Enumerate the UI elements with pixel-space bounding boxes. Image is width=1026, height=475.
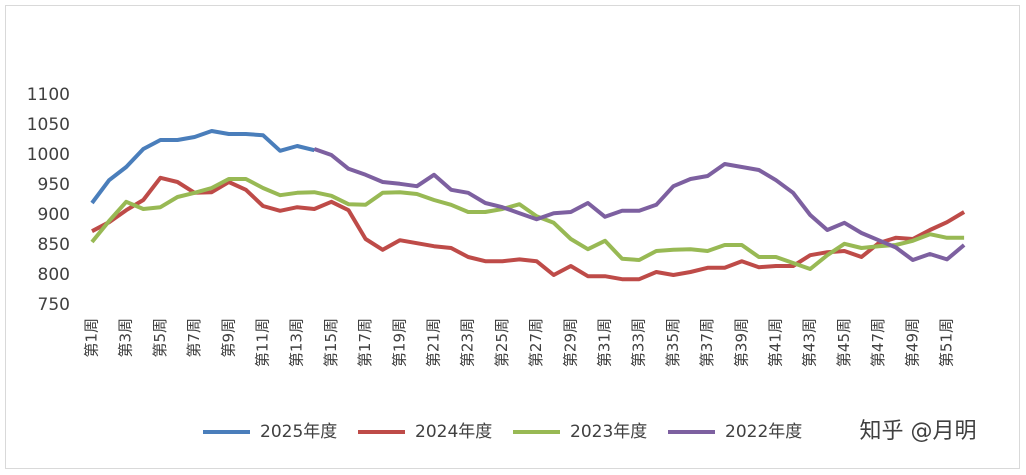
x-tick-label: 第47周	[869, 318, 887, 367]
x-tick-label: 第1周	[83, 318, 101, 358]
x-tick-label: 第25周	[493, 318, 511, 367]
x-tick-label: 第15周	[322, 318, 340, 367]
x-tick-label: 第41周	[767, 318, 785, 367]
y-tick-label: 1100	[27, 85, 70, 105]
x-tick-label: 第29周	[561, 318, 579, 367]
x-tick-label: 第37周	[698, 318, 716, 367]
legend-label: 2023年度	[570, 422, 647, 442]
x-tick-label: 第35周	[664, 318, 682, 367]
series-line	[90, 129, 315, 205]
legend-label: 2024年度	[415, 422, 492, 442]
x-tick-label: 第17周	[356, 318, 374, 367]
watermark: 知乎 @月明	[860, 419, 977, 444]
series-line	[91, 175, 966, 282]
x-tick-label: 第9周	[219, 318, 237, 358]
x-tick-label: 第11周	[254, 318, 272, 367]
x-tick-label: 第43周	[801, 318, 819, 367]
x-tick-label: 第33周	[630, 318, 648, 367]
y-tick-label: 800	[38, 265, 70, 285]
y-tick-label: 1050	[27, 115, 70, 135]
x-tick-label: 第21周	[425, 318, 443, 367]
x-tick-label: 第7周	[185, 318, 203, 358]
y-tick-label: 950	[38, 175, 70, 195]
x-tick-label: 第19周	[390, 318, 408, 367]
legend-label: 2022年度	[725, 422, 802, 442]
y-tick-label: 1000	[27, 145, 70, 165]
x-tick-label: 第39周	[732, 318, 750, 367]
y-tick-label: 750	[38, 295, 70, 315]
legend-label: 2025年度	[260, 422, 337, 442]
x-tick-label: 第49周	[903, 318, 921, 367]
x-tick-label: 第27周	[527, 318, 545, 367]
series-line	[313, 147, 966, 262]
series-line	[90, 177, 965, 271]
chart-frame	[5, 5, 1020, 469]
x-tick-label: 第3周	[117, 318, 135, 358]
x-tick-label: 第23周	[459, 318, 477, 367]
y-tick-label: 850	[38, 235, 70, 255]
x-tick-label: 第13周	[288, 318, 306, 367]
x-tick-label: 第45周	[835, 318, 853, 367]
x-tick-label: 第51周	[938, 318, 956, 367]
x-tick-label: 第31周	[596, 318, 614, 367]
x-tick-label: 第5周	[151, 318, 169, 358]
y-tick-label: 900	[38, 205, 70, 225]
